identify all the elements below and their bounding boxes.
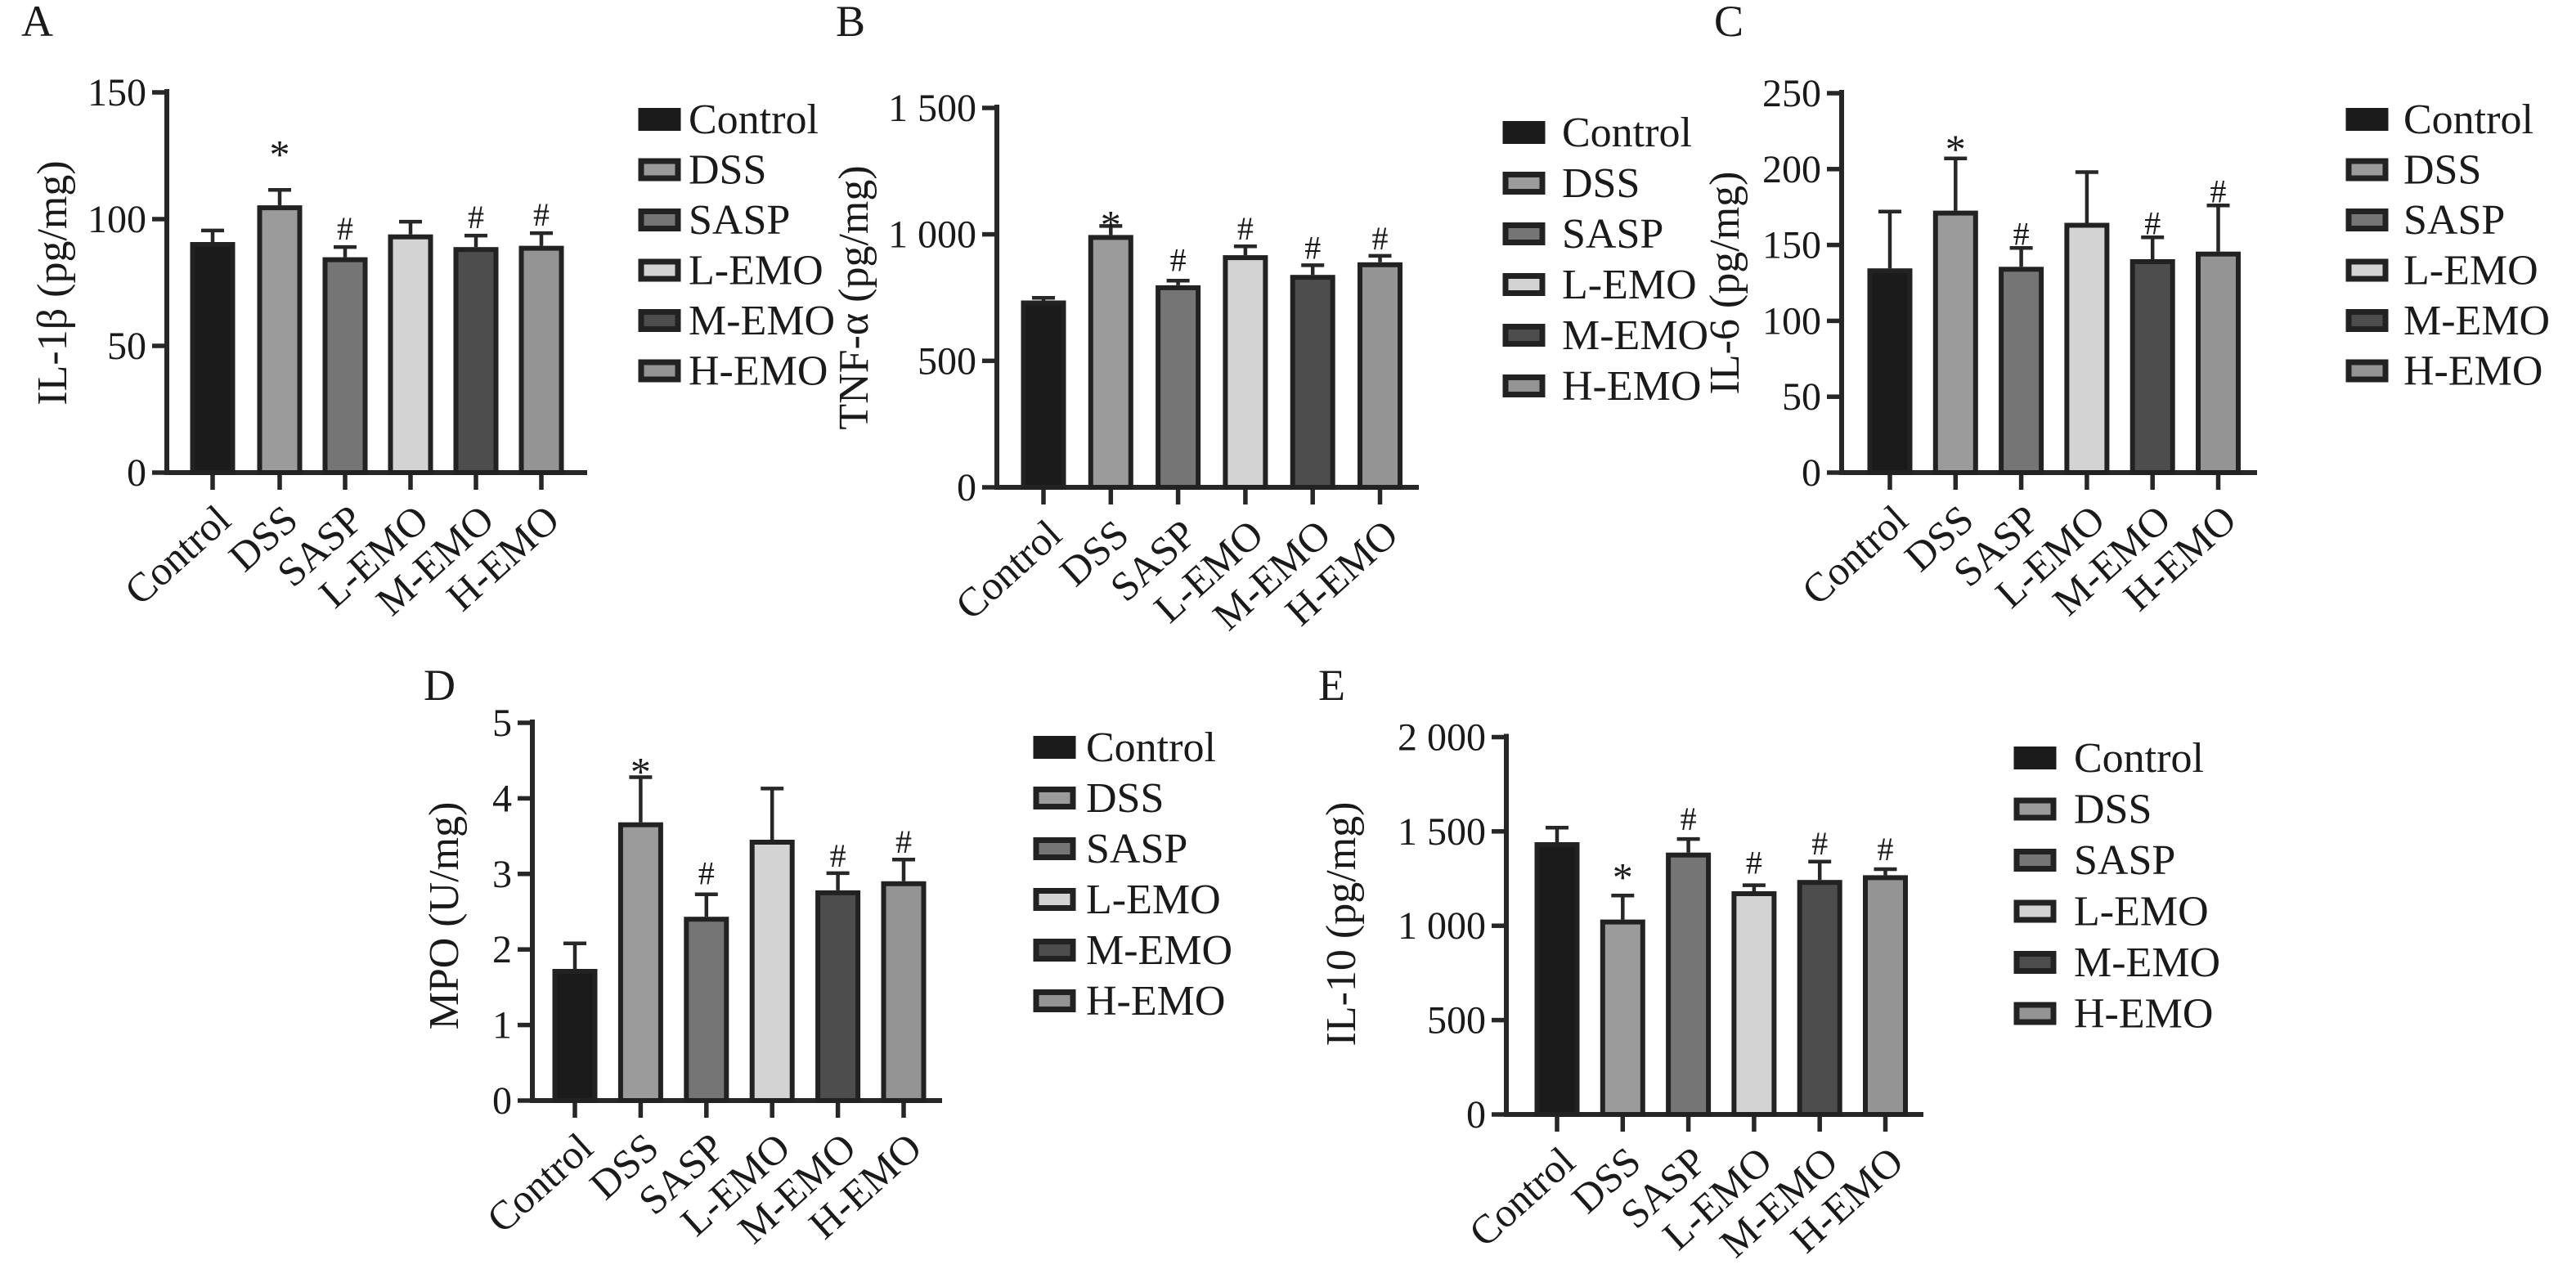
svg-text:H-EMO: H-EMO [2074,991,2213,1038]
svg-text:#: # [2013,215,2030,252]
svg-text:Control: Control [2074,735,2204,782]
svg-text:#: # [830,837,846,874]
svg-text:L-EMO: L-EMO [2403,248,2538,294]
svg-text:5: 5 [492,702,512,745]
svg-text:#: # [698,855,715,892]
svg-text:IL-10 (pg/mg): IL-10 (pg/mg) [1318,802,1365,1047]
svg-text:#: # [1237,210,1254,247]
svg-text:DSS: DSS [2403,147,2481,194]
svg-text:SASP: SASP [1562,211,1663,258]
svg-text:#: # [533,196,550,233]
svg-text:2 000: 2 000 [1398,716,1486,760]
svg-text:SASP: SASP [689,197,790,244]
svg-text:#: # [1170,241,1187,278]
svg-text:#: # [1746,845,1762,881]
svg-text:L-EMO: L-EMO [1086,877,1221,923]
svg-text:DSS: DSS [689,147,766,194]
svg-text:*: * [631,749,651,795]
svg-text:3: 3 [492,853,512,896]
svg-text:M-EMO: M-EMO [689,298,835,344]
svg-text:250: 250 [1762,72,1821,115]
svg-text:#: # [1304,229,1321,266]
svg-text:*: * [1613,854,1633,899]
svg-text:IL-1β (pg/mg): IL-1β (pg/mg) [29,160,76,405]
svg-text:L-EMO: L-EMO [2074,889,2209,935]
svg-text:0: 0 [1802,451,1821,495]
svg-text:#: # [468,199,484,235]
svg-text:1: 1 [492,1004,512,1047]
svg-text:C: C [1714,0,1744,46]
svg-text:M-EMO: M-EMO [1562,312,1708,359]
svg-text:#: # [337,210,353,247]
svg-text:H-EMO: H-EMO [1086,978,1225,1025]
svg-text:H-EMO: H-EMO [689,348,828,395]
svg-text:*: * [1945,126,1966,172]
svg-text:100: 100 [88,198,146,241]
svg-text:SASP: SASP [2403,197,2505,244]
svg-text:M-EMO: M-EMO [2403,298,2550,344]
svg-text:4: 4 [492,777,512,820]
svg-text:500: 500 [918,339,976,383]
svg-text:DSS: DSS [2074,787,2152,833]
svg-text:150: 150 [1762,224,1821,267]
svg-text:DSS: DSS [1086,775,1164,822]
svg-text:DSS: DSS [1562,160,1640,207]
svg-text:TNF-α (pg/mg): TNF-α (pg/mg) [831,165,877,429]
svg-text:#: # [895,823,912,860]
svg-text:#: # [1372,220,1389,257]
svg-text:0: 0 [127,451,146,495]
svg-text:200: 200 [1762,148,1821,191]
svg-text:1 500: 1 500 [888,87,976,130]
svg-text:*: * [1101,201,1121,247]
svg-text:SASP: SASP [1086,826,1187,872]
svg-text:Control: Control [2403,96,2533,143]
svg-text:Control: Control [1086,724,1216,771]
svg-text:1 500: 1 500 [1398,810,1486,854]
svg-text:Control: Control [1562,110,1692,156]
svg-text:50: 50 [107,325,146,368]
svg-text:H-EMO: H-EMO [2403,348,2542,395]
svg-text:0: 0 [957,466,976,509]
svg-text:E: E [1318,661,1345,710]
svg-text:0: 0 [492,1079,512,1123]
svg-text:1 000: 1 000 [888,213,976,257]
svg-text:MPO (U/mg): MPO (U/mg) [421,802,468,1030]
svg-text:100: 100 [1762,299,1821,343]
svg-text:#: # [1878,831,1894,868]
svg-text:B: B [836,0,865,46]
svg-text:L-EMO: L-EMO [689,248,824,294]
svg-text:#: # [2210,173,2227,209]
svg-text:150: 150 [88,71,146,114]
svg-text:#: # [1811,825,1828,862]
svg-text:D: D [424,661,456,710]
svg-text:0: 0 [1466,1093,1486,1137]
svg-text:IL-6 (pg/mg): IL-6 (pg/mg) [1702,172,1748,395]
svg-text:#: # [2144,204,2161,241]
svg-text:1 000: 1 000 [1398,904,1486,948]
svg-text:500: 500 [1427,999,1486,1043]
svg-text:Control: Control [689,96,819,143]
svg-text:L-EMO: L-EMO [1562,262,1697,308]
svg-text:M-EMO: M-EMO [2074,939,2220,986]
svg-text:#: # [1681,800,1697,837]
svg-text:A: A [21,0,53,46]
svg-text:SASP: SASP [2074,837,2175,884]
svg-text:H-EMO: H-EMO [1562,363,1701,410]
svg-text:M-EMO: M-EMO [1086,927,1232,974]
svg-text:*: * [270,131,290,177]
svg-text:2: 2 [492,928,512,971]
svg-text:50: 50 [1782,375,1821,419]
